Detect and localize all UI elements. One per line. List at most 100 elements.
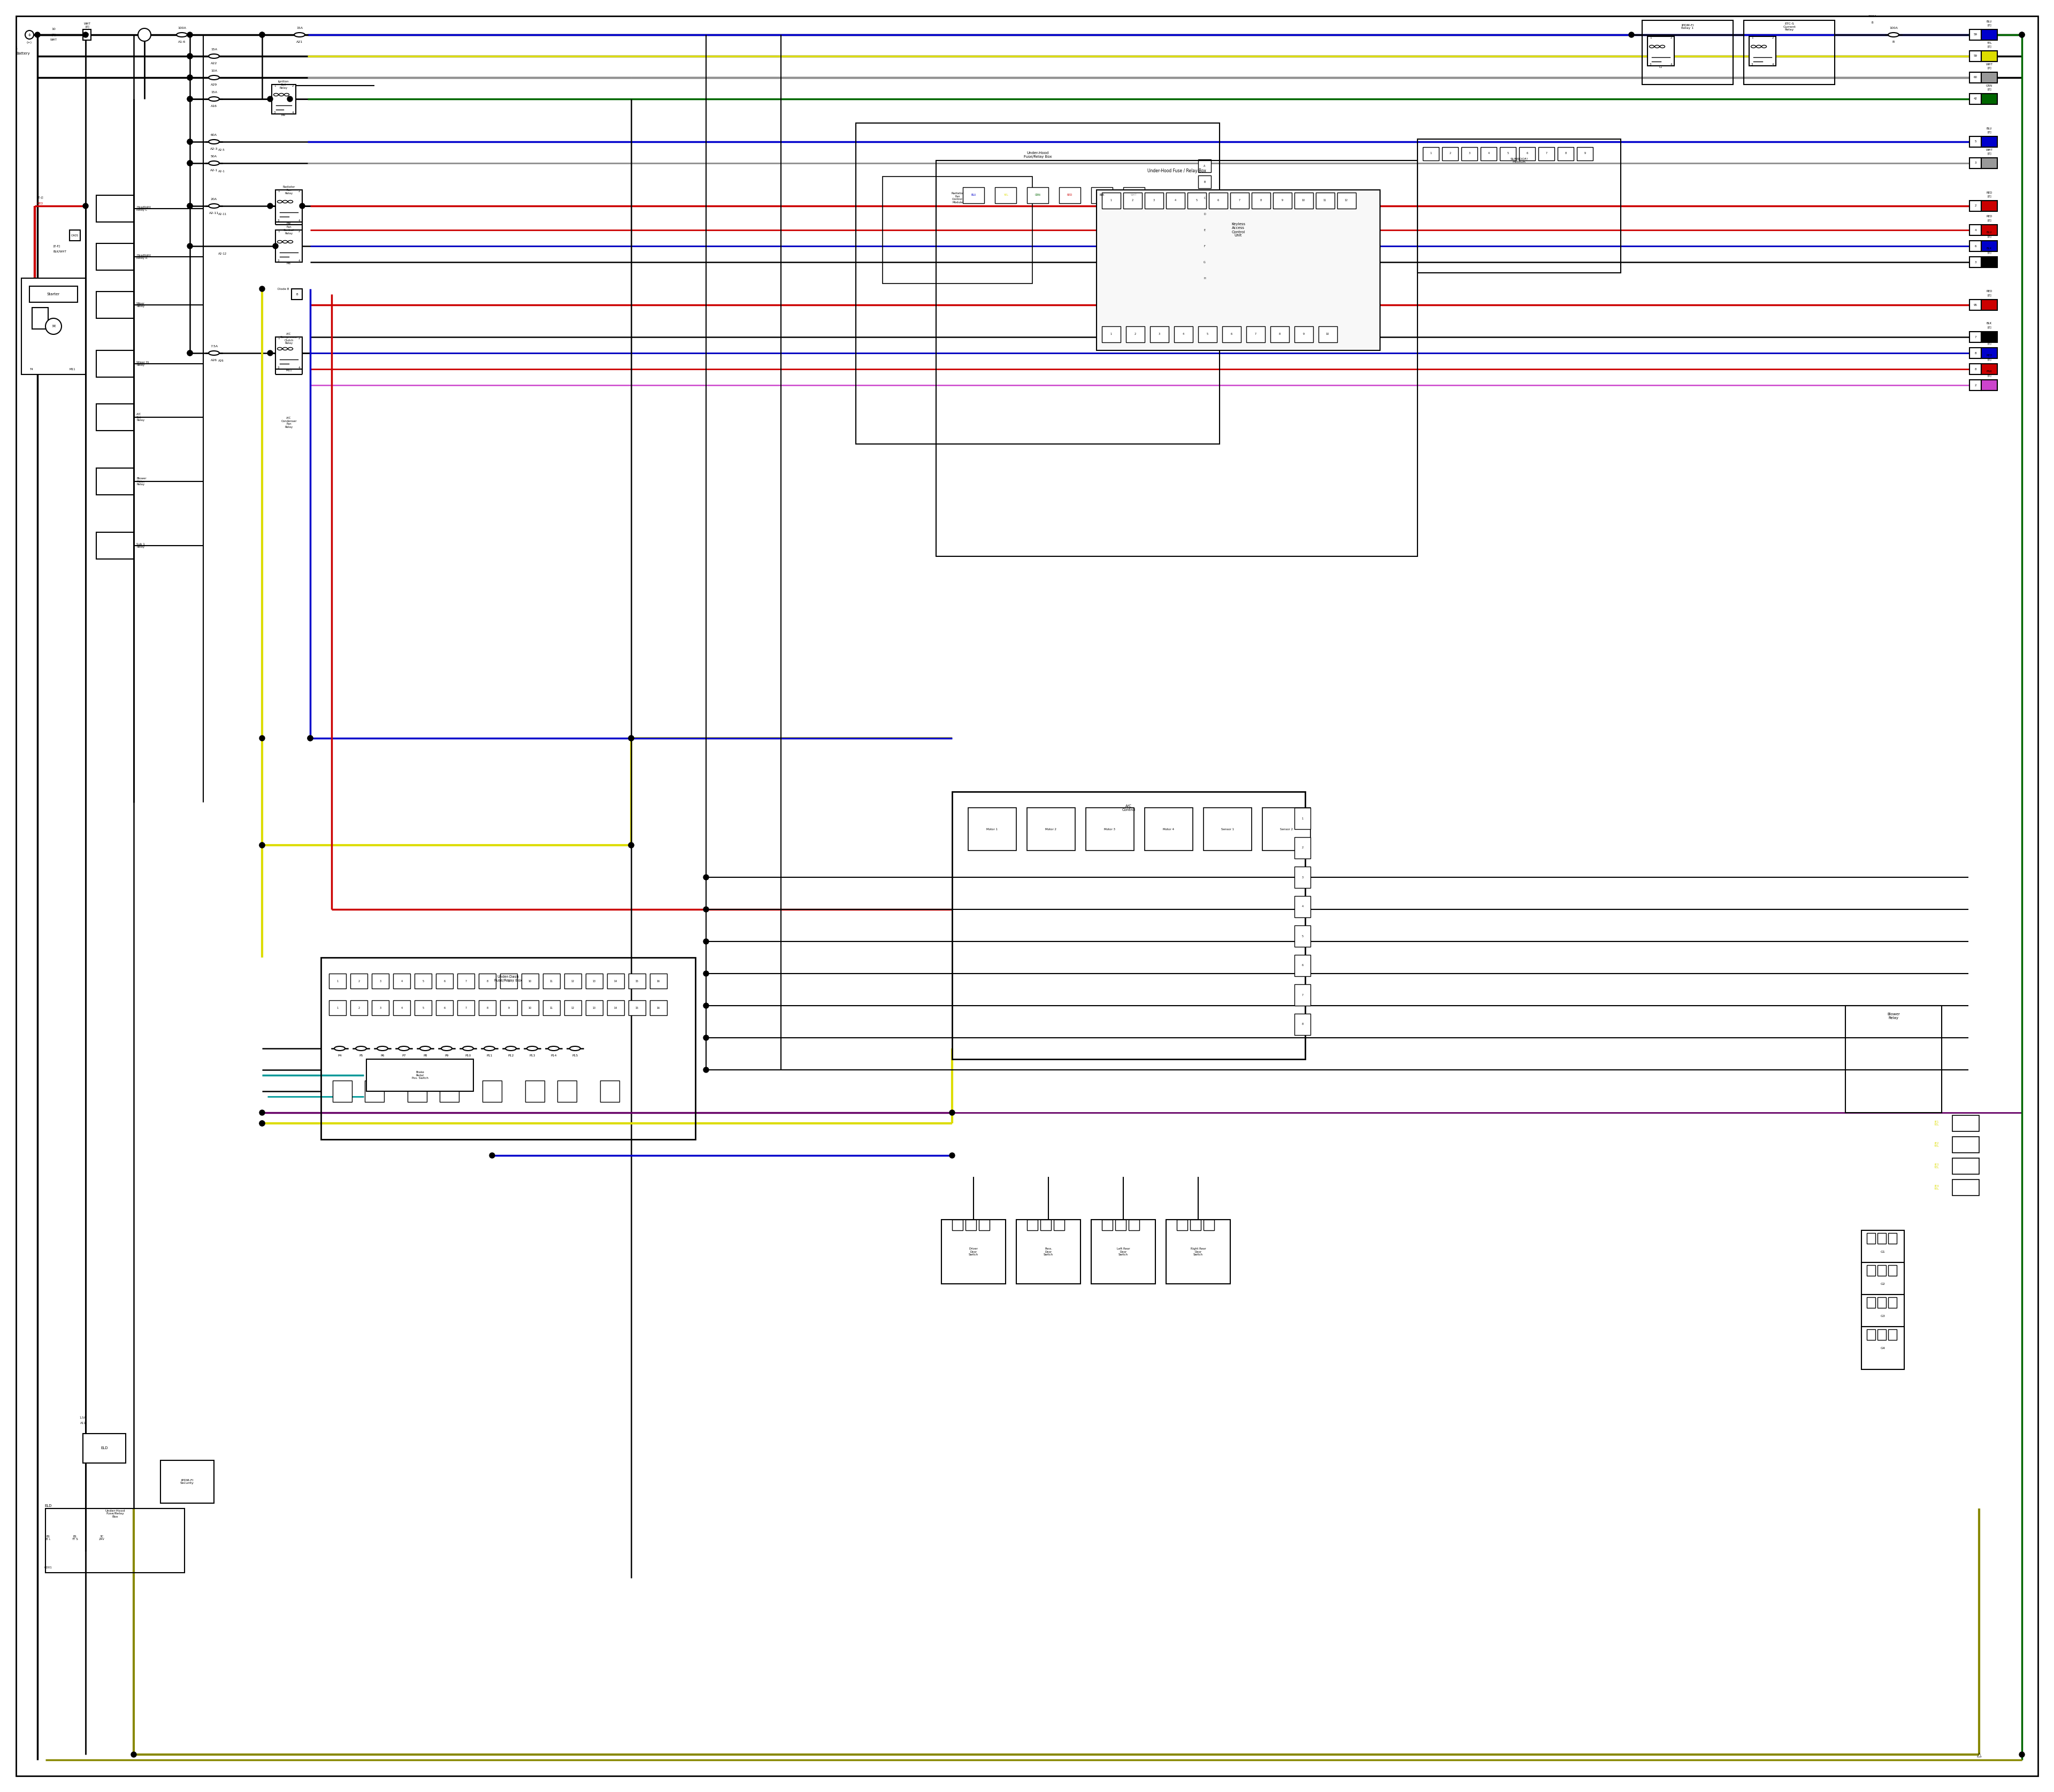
Circle shape bbox=[35, 32, 41, 38]
Bar bbox=[1269, 326, 1290, 342]
Text: A2-1: A2-1 bbox=[210, 168, 218, 172]
Text: Battery: Battery bbox=[16, 52, 31, 56]
Circle shape bbox=[702, 1068, 709, 1073]
Text: 60: 60 bbox=[1974, 77, 1978, 79]
Bar bbox=[97, 532, 134, 559]
Bar bbox=[1982, 332, 1996, 342]
Text: Under-Dash
Fuse/Relay Box: Under-Dash Fuse/Relay Box bbox=[495, 975, 522, 982]
Bar bbox=[320, 957, 696, 1140]
Text: 15A: 15A bbox=[212, 91, 218, 93]
Circle shape bbox=[702, 907, 709, 912]
Ellipse shape bbox=[528, 1047, 538, 1050]
Bar bbox=[1982, 364, 1996, 375]
Ellipse shape bbox=[288, 201, 294, 202]
Text: 15: 15 bbox=[635, 1007, 639, 1009]
Bar bbox=[1101, 326, 1121, 342]
Circle shape bbox=[2019, 32, 2025, 38]
Text: 7.5A: 7.5A bbox=[210, 346, 218, 348]
Text: 11: 11 bbox=[1323, 199, 1327, 202]
Text: Pass.
Door
Switch: Pass. Door Switch bbox=[1043, 1247, 1054, 1256]
Bar bbox=[1970, 332, 1982, 342]
Ellipse shape bbox=[210, 75, 220, 79]
Circle shape bbox=[259, 1120, 265, 1125]
Text: △: △ bbox=[1976, 1753, 1982, 1758]
Bar bbox=[857, 124, 1220, 444]
Bar bbox=[963, 186, 984, 202]
Bar bbox=[1982, 29, 1996, 39]
Bar bbox=[1844, 1005, 1941, 1113]
Bar bbox=[1197, 240, 1212, 253]
Text: BLK: BLK bbox=[1986, 323, 1992, 324]
Text: M11: M11 bbox=[70, 367, 76, 371]
Bar bbox=[1263, 808, 1310, 851]
Bar bbox=[1087, 808, 1134, 851]
Bar bbox=[1060, 186, 1080, 202]
Text: [E]: [E] bbox=[1986, 152, 1990, 154]
Bar bbox=[1520, 147, 1534, 161]
Circle shape bbox=[259, 735, 265, 740]
Ellipse shape bbox=[210, 204, 220, 208]
Text: Diode B: Diode B bbox=[277, 287, 290, 290]
Text: 50A: 50A bbox=[212, 156, 218, 158]
Bar bbox=[1750, 36, 1777, 66]
Text: 20A: 20A bbox=[212, 197, 218, 201]
Text: RED: RED bbox=[1986, 192, 1992, 194]
Bar bbox=[1197, 159, 1212, 172]
Bar bbox=[1982, 201, 1996, 211]
Bar bbox=[542, 973, 561, 989]
Text: Wiper Hi
Relay: Wiper Hi Relay bbox=[136, 360, 148, 367]
Ellipse shape bbox=[1656, 45, 1660, 48]
Bar bbox=[1027, 808, 1074, 851]
Text: GRN: GRN bbox=[1986, 84, 1992, 88]
Text: P9: P9 bbox=[444, 1054, 448, 1057]
Ellipse shape bbox=[505, 1047, 516, 1050]
Bar bbox=[1970, 380, 1982, 391]
Bar bbox=[557, 1081, 577, 1102]
Bar bbox=[1953, 1158, 1980, 1174]
Bar bbox=[967, 808, 1017, 851]
Text: BLU: BLU bbox=[1986, 231, 1992, 235]
Text: GRN: GRN bbox=[1035, 194, 1041, 197]
Bar bbox=[1124, 186, 1144, 202]
Bar bbox=[1861, 1326, 1904, 1369]
Bar bbox=[1647, 36, 1674, 66]
Bar bbox=[526, 1081, 544, 1102]
Text: A/C
Control: A/C Control bbox=[1121, 805, 1136, 812]
Text: 12: 12 bbox=[571, 980, 575, 982]
Bar bbox=[271, 84, 296, 115]
Circle shape bbox=[138, 29, 150, 41]
Bar bbox=[1888, 1265, 1896, 1276]
Text: A11: A11 bbox=[80, 1421, 86, 1425]
Ellipse shape bbox=[398, 1047, 409, 1050]
Bar bbox=[522, 973, 538, 989]
Text: BLK/WHT: BLK/WHT bbox=[53, 251, 68, 253]
Circle shape bbox=[187, 75, 193, 81]
Text: A2-1: A2-1 bbox=[218, 170, 226, 172]
Text: [E-J]: [E-J] bbox=[37, 197, 43, 199]
Ellipse shape bbox=[210, 161, 220, 165]
Bar bbox=[392, 1000, 411, 1016]
Bar bbox=[372, 1000, 388, 1016]
Text: A2-11: A2-11 bbox=[210, 211, 220, 215]
Text: 11: 11 bbox=[550, 1007, 553, 1009]
Bar bbox=[1189, 1220, 1202, 1231]
Bar bbox=[1294, 896, 1310, 918]
Text: BLU: BLU bbox=[1986, 339, 1992, 340]
Text: A26: A26 bbox=[212, 358, 218, 362]
Bar bbox=[1197, 176, 1212, 188]
Text: YEL: YEL bbox=[1986, 41, 1992, 45]
Ellipse shape bbox=[273, 93, 279, 97]
Text: RED: RED bbox=[1066, 194, 1072, 197]
Text: Wiper
Relay: Wiper Relay bbox=[136, 303, 146, 308]
Bar bbox=[479, 973, 495, 989]
Ellipse shape bbox=[277, 348, 281, 349]
Bar bbox=[1230, 192, 1249, 208]
Circle shape bbox=[1629, 32, 1635, 38]
Bar bbox=[435, 1000, 454, 1016]
Bar bbox=[1861, 1231, 1904, 1272]
Bar bbox=[1982, 240, 1996, 251]
Text: A29: A29 bbox=[212, 84, 218, 86]
Bar bbox=[1247, 326, 1265, 342]
Text: Motor 2: Motor 2 bbox=[1045, 828, 1056, 830]
Bar bbox=[1294, 984, 1310, 1005]
